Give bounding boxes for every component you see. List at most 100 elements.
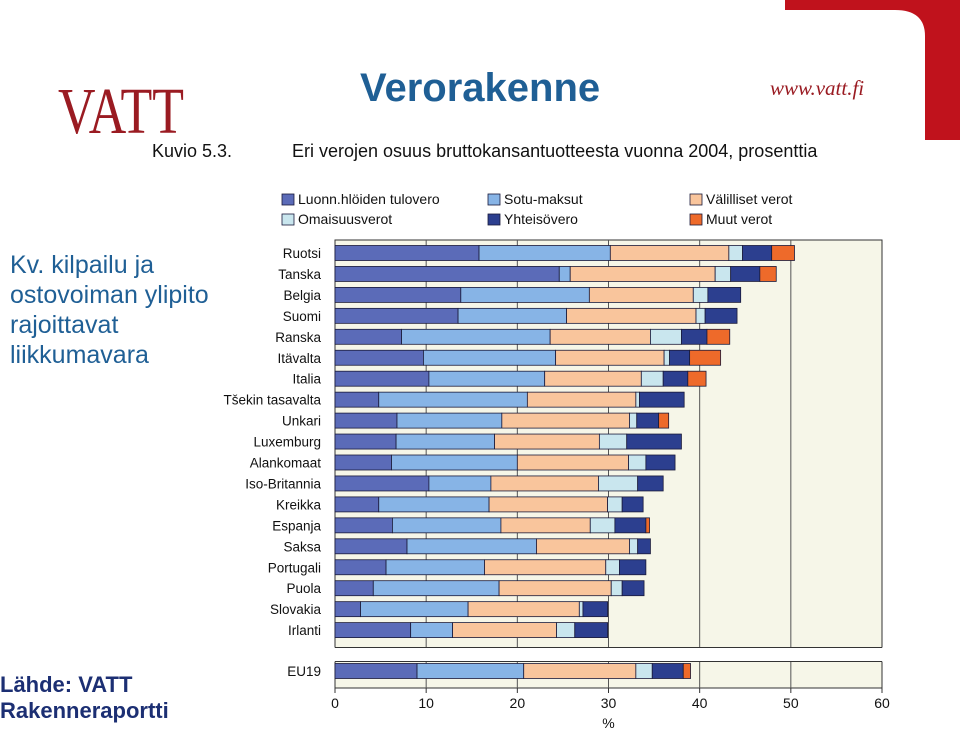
side-note-line: ostovoiman ylipito: [10, 281, 209, 309]
bar-segment: [610, 580, 623, 597]
bar-segment: [728, 245, 743, 261]
bar-segment: [498, 580, 612, 597]
bar-segment: [391, 454, 518, 471]
category-label: EU19: [287, 664, 321, 679]
category-label: Espanja: [272, 518, 321, 533]
side-note: Kv. kilpailu ja ostovoiman ylipito rajoi…: [10, 250, 250, 370]
bar-segment: [428, 370, 546, 387]
bar-segment: [707, 286, 742, 303]
slide-title: Verorakenne: [360, 66, 601, 110]
bar-segment: [681, 328, 708, 345]
x-tick-label: 0: [331, 695, 339, 711]
bar-segment: [626, 433, 682, 450]
bar-segment: [360, 601, 469, 618]
bar-segment: [334, 433, 397, 450]
category-label: Luxemburg: [253, 435, 321, 450]
bar-segment: [494, 433, 600, 450]
bar-segment: [714, 266, 732, 282]
legend-label: Välilliset verot: [706, 191, 792, 207]
bar-segment: [484, 559, 607, 576]
bar-segment: [607, 496, 623, 513]
bar-segment: [467, 601, 580, 618]
bar-segment: [334, 370, 430, 387]
bar-segment: [629, 412, 638, 429]
source-note: Lähde: VATT Rakenneraportti: [0, 672, 250, 724]
bar-segment: [662, 370, 689, 387]
bar-segment: [645, 517, 650, 534]
category-label: Belgia: [283, 288, 321, 303]
category-label: Italia: [292, 372, 321, 387]
bar-segment: [651, 663, 684, 679]
bar-segment: [334, 559, 387, 576]
category-label: Iso-Britannia: [245, 476, 321, 491]
bar-segment: [501, 412, 630, 429]
bar-segment: [598, 475, 639, 492]
bar-segment: [452, 622, 557, 638]
bar-segment: [663, 349, 670, 366]
bar-segment: [457, 307, 567, 324]
x-tick-label: 50: [783, 695, 799, 711]
bar-segment: [334, 496, 380, 513]
x-tick-label: 10: [418, 695, 434, 711]
bar-segment: [650, 328, 682, 345]
bar-segment: [549, 328, 651, 345]
bar-segment: [536, 538, 630, 555]
bar-segment: [490, 475, 599, 492]
category-label: Tšekin tasavalta: [223, 393, 321, 408]
source-line: Rakenneraportti: [0, 698, 169, 723]
bar-segment: [478, 245, 611, 261]
bar-segment: [637, 538, 651, 555]
bar-segment: [334, 601, 361, 618]
bar-segment: [658, 412, 670, 429]
bar-segment: [406, 538, 537, 555]
bar-segment: [334, 286, 462, 303]
bar-segment: [566, 307, 697, 324]
legend-swatch: [689, 213, 703, 226]
bar-segment: [334, 307, 459, 324]
bar-segment: [334, 454, 392, 471]
vatt-logo: VATT: [58, 78, 184, 138]
bar-segment: [645, 454, 676, 471]
bar-segment: [334, 622, 412, 638]
bar-segment: [410, 622, 454, 638]
bar-segment: [682, 663, 691, 679]
category-label: Ruotsi: [283, 246, 321, 261]
bar-segment: [669, 349, 691, 366]
x-tick-label: 40: [692, 695, 708, 711]
bar-segment: [598, 433, 628, 450]
bar-segment: [742, 245, 773, 261]
legend-label: Muut verot: [706, 211, 772, 227]
bar-segment: [689, 349, 722, 366]
bar-segment: [692, 286, 709, 303]
bar-segment: [428, 475, 492, 492]
bar-segment: [759, 266, 777, 282]
legend-swatch: [689, 193, 703, 206]
bar-segment: [574, 622, 608, 638]
bar-segment: [334, 245, 480, 261]
bar-segment: [395, 433, 495, 450]
x-tick-label: 20: [510, 695, 526, 711]
legend-label: Luonn.hlöiden tulovero: [298, 191, 440, 207]
bar-segment: [695, 307, 706, 324]
legend-swatch: [281, 193, 295, 206]
category-label: Irlanti: [288, 623, 321, 638]
bar-segment: [609, 245, 730, 261]
bar-segment: [396, 412, 503, 429]
bar-segment: [401, 328, 551, 345]
website-label: www.vatt.fi: [770, 76, 865, 100]
bar-segment: [614, 517, 647, 534]
bar-segment: [423, 349, 557, 366]
bar-segment: [687, 370, 707, 387]
bar-segment: [378, 391, 528, 408]
legend-swatch: [281, 213, 295, 226]
source-line: Lähde: VATT: [0, 672, 133, 697]
category-label: Slovakia: [270, 602, 322, 617]
bar-segment: [334, 412, 398, 429]
bar-segment: [582, 601, 608, 618]
corner-decoration: [785, 0, 960, 140]
category-label: Suomi: [283, 309, 321, 324]
bar-segment: [334, 391, 380, 408]
bar-segment: [629, 538, 639, 555]
bar-segment: [635, 663, 653, 679]
bar-segment: [500, 517, 591, 534]
